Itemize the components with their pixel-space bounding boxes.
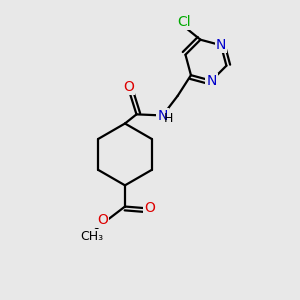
Text: N: N bbox=[216, 38, 226, 52]
Text: Cl: Cl bbox=[177, 15, 190, 29]
Text: O: O bbox=[98, 213, 108, 227]
Text: N: N bbox=[157, 109, 168, 123]
Text: O: O bbox=[123, 80, 134, 94]
Text: N: N bbox=[206, 74, 217, 88]
Text: O: O bbox=[144, 201, 155, 215]
Text: CH₃: CH₃ bbox=[80, 230, 104, 243]
Text: H: H bbox=[164, 112, 174, 125]
